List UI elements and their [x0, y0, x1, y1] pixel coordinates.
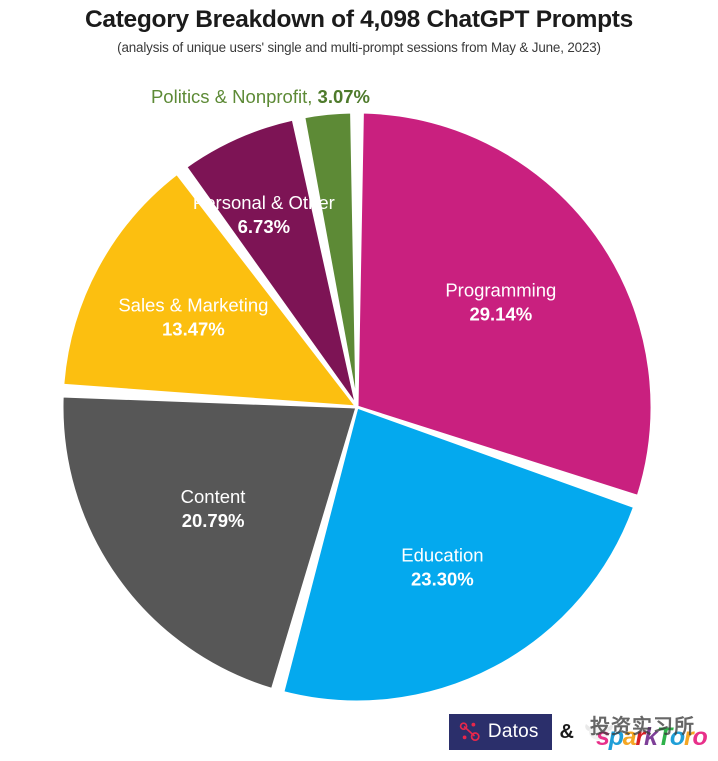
sparktoro-letter: s	[596, 723, 610, 751]
slice-label-name: Sales & Marketing	[118, 295, 268, 316]
pie-chart-svg: Programming 29.14% Education 23.30% Content 2…	[60, 86, 654, 704]
pie-slice-labels: Programming 29.14% Education 23.30% Content 2…	[118, 86, 556, 590]
pie-slice[interactable]	[355, 110, 654, 498]
slice-label-value: 20.79%	[182, 510, 245, 531]
datos-wordmark: Datos	[487, 721, 539, 742]
slice-label-name: Programming	[445, 280, 556, 301]
page-title: Category Breakdown of 4,098 ChatGPT Prom…	[84, 6, 633, 33]
slice-label-value: 23.30%	[411, 569, 474, 590]
sparktoro-letter: r	[635, 723, 646, 751]
slice-label-name: Personal & Other	[193, 192, 335, 213]
bull-head-icon	[585, 724, 613, 740]
slice-label-value: 3.07%	[318, 86, 370, 107]
pie-chart: Programming 29.14% Education 23.30% Content 2…	[0, 78, 718, 708]
slice-label-value: 29.14%	[469, 304, 532, 325]
page-subtitle: (analysis of unique users' single and mu…	[117, 39, 601, 55]
sparktoro-letter: o	[669, 723, 685, 751]
sparktoro-letter: T	[656, 723, 671, 751]
sparktoro-logo[interactable]: sparkToro 投资实习所	[582, 712, 710, 752]
datos-logo[interactable]: Datos	[448, 714, 552, 750]
sparktoro-letter: k	[644, 723, 658, 751]
pie-slice[interactable]	[302, 110, 359, 409]
slice-label-value: 13.47%	[162, 319, 225, 340]
pie-slice[interactable]	[281, 405, 637, 704]
sparktoro-letter: o	[692, 723, 708, 751]
slice-label-name: Education	[401, 545, 483, 566]
footer-logos: Datos & sparkToro 投资实习所	[448, 712, 710, 752]
pie-slice[interactable]	[61, 171, 359, 409]
pie-slices	[60, 110, 654, 704]
slice-label-name: Content	[181, 486, 246, 507]
pie-slice[interactable]	[60, 394, 359, 692]
chart-header: Category Breakdown of 4,098 ChatGPT Prom…	[0, 0, 718, 55]
pie-slice[interactable]	[184, 117, 359, 409]
node-graph-icon	[459, 722, 480, 742]
sparktoro-letter: r	[684, 723, 694, 751]
slice-label-outside: Politics & Nonprofit, 3.07%	[151, 86, 370, 107]
sparktoro-letter: a	[622, 723, 637, 751]
ampersand-separator: &	[559, 720, 574, 743]
sparktoro-letter: p	[608, 723, 624, 751]
slice-label-name: Politics & Nonprofit,	[151, 86, 318, 107]
slice-label-value: 6.73%	[238, 216, 290, 237]
sparktoro-wordmark: sparkToro	[596, 723, 708, 751]
chart-footer: Datos & sparkToro 投资实习所	[0, 704, 718, 754]
